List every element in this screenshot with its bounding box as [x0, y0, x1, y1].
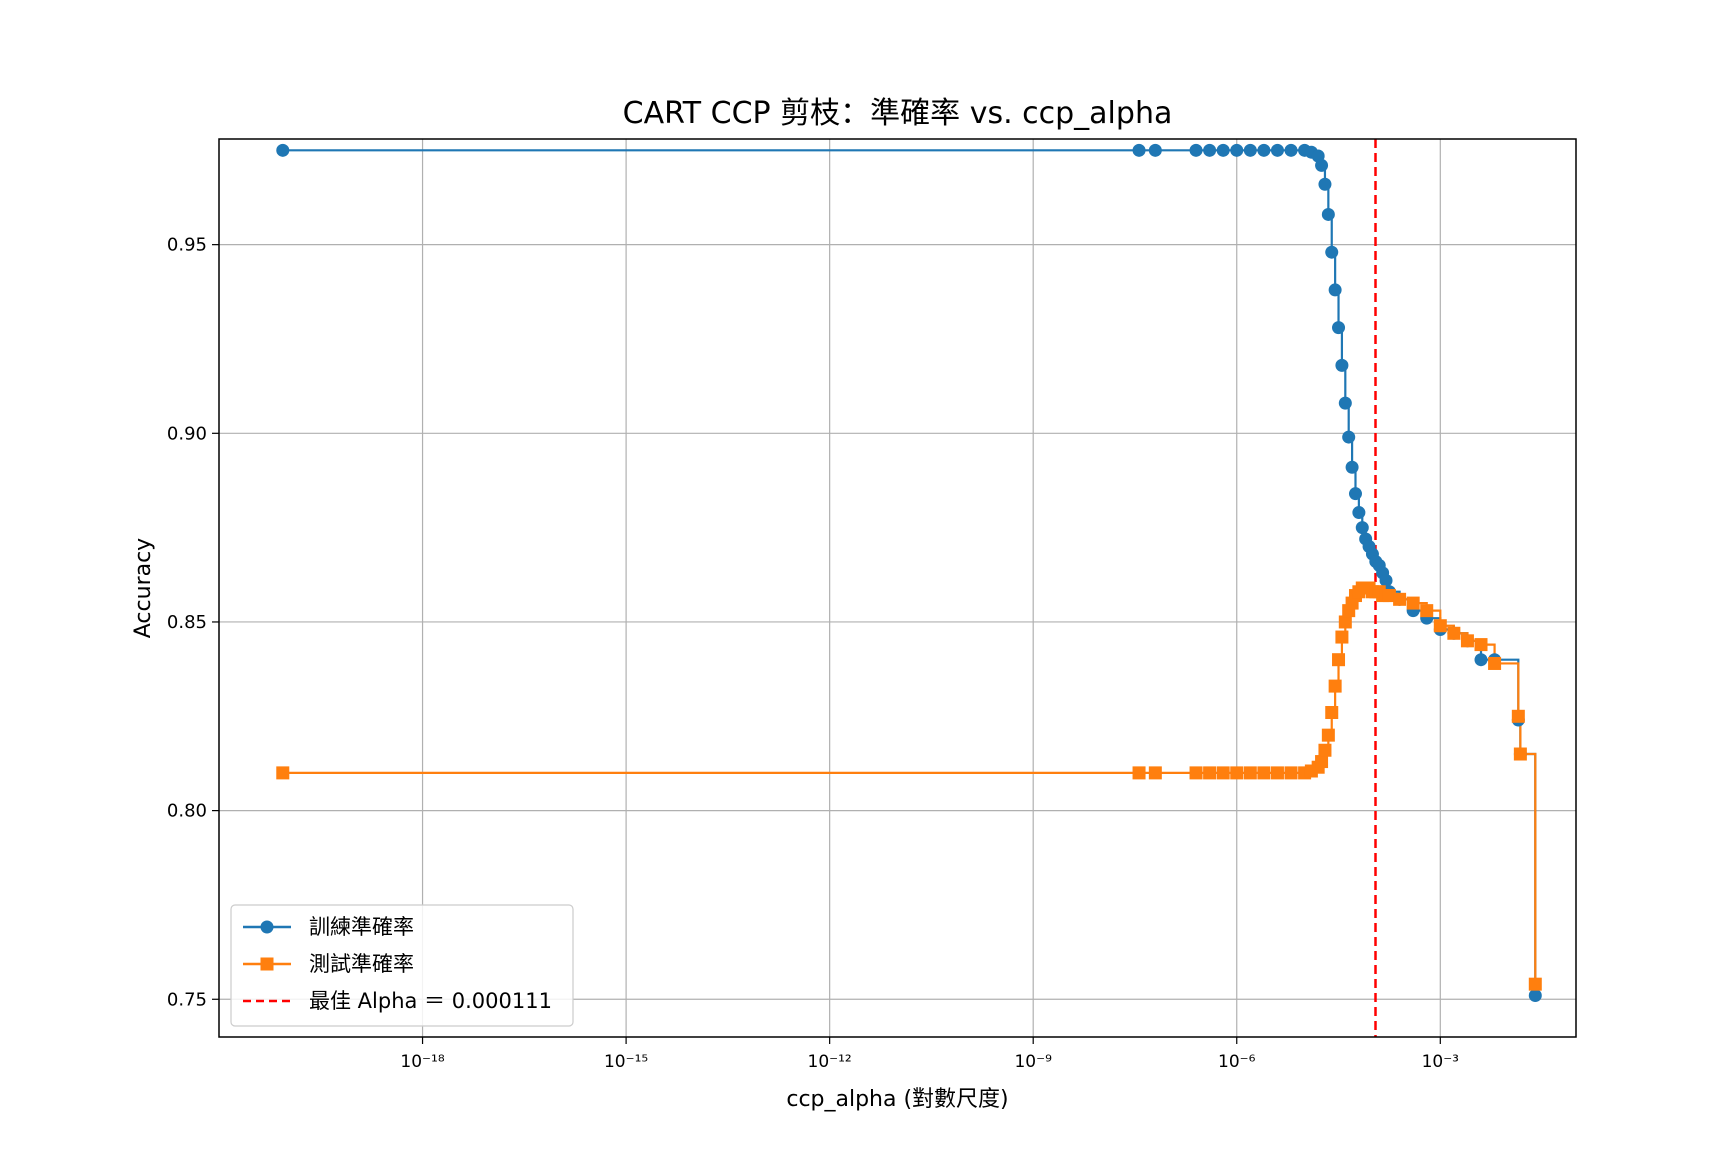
test-accuracy-point — [1406, 596, 1420, 610]
train-accuracy-point — [1284, 143, 1298, 157]
y-tick-label: 0.75 — [167, 989, 207, 1010]
test-accuracy-point — [1335, 630, 1349, 644]
legend-item-best-alpha-label: 最佳 Alpha ＝ 0.000111 — [309, 989, 552, 1013]
test-accuracy-point — [1488, 656, 1502, 670]
test-accuracy-point — [1328, 679, 1342, 693]
test-accuracy-point — [1332, 653, 1346, 667]
y-axis-label: Accuracy — [131, 538, 156, 638]
test-accuracy-point — [1447, 626, 1461, 640]
test-accuracy-point — [1284, 766, 1298, 780]
test-accuracy-point — [1321, 728, 1335, 742]
train-accuracy-point — [1230, 143, 1244, 157]
train-accuracy-point — [1355, 521, 1369, 535]
train-accuracy-point — [1528, 988, 1542, 1002]
train-accuracy-point — [1315, 158, 1329, 172]
train-accuracy-point — [1345, 460, 1359, 474]
test-accuracy-point — [1513, 747, 1527, 761]
test-accuracy-point — [1393, 592, 1407, 606]
train-accuracy-point — [1148, 143, 1162, 157]
train-accuracy-point — [1352, 506, 1366, 520]
test-accuracy-point — [1243, 766, 1257, 780]
train-accuracy-point — [1348, 487, 1362, 501]
test-accuracy-point — [1270, 766, 1284, 780]
train-accuracy-point — [1335, 358, 1349, 372]
test-accuracy-point — [1203, 766, 1217, 780]
x-axis-label: ccp_alpha (對數尺度) — [786, 1087, 1008, 1112]
train-accuracy-point — [1216, 143, 1230, 157]
train-accuracy-point — [1474, 653, 1488, 667]
train-accuracy-point — [1379, 573, 1393, 587]
train-accuracy-point — [1203, 143, 1217, 157]
y-tick-label: 0.90 — [167, 423, 207, 444]
legend-item-test-marker — [260, 957, 274, 971]
y-tick-label: 0.95 — [167, 235, 207, 256]
x-tick-label: 10⁻⁹ — [1014, 1052, 1052, 1072]
axis-ticks: 10⁻¹⁸ 10⁻¹⁵ 10⁻¹² 10⁻⁹ 10⁻⁶ 10⁻³ 0.75 0.80 0.85 0… — [167, 235, 1459, 1072]
train-accuracy-point — [1332, 321, 1346, 335]
train-accuracy-point — [1243, 143, 1257, 157]
legend-item-train-marker — [260, 920, 274, 934]
x-tick-label: 10⁻¹⁵ — [604, 1052, 648, 1072]
train-accuracy-point — [1189, 143, 1203, 157]
test-accuracy-point — [1420, 604, 1434, 618]
y-tick-label: 0.85 — [167, 612, 207, 633]
test-accuracy-point — [1382, 589, 1396, 603]
train-accuracy-point — [1328, 283, 1342, 297]
test-accuracy-point — [1318, 743, 1332, 757]
test-accuracy-point — [1433, 619, 1447, 633]
test-accuracy-point — [1474, 638, 1488, 652]
train-accuracy-point — [1321, 207, 1335, 221]
test-accuracy-point — [1315, 755, 1329, 769]
test-accuracy-point — [1528, 977, 1542, 991]
test-accuracy-point — [1189, 766, 1203, 780]
test-accuracy-point — [1325, 706, 1339, 720]
legend-item-train-label: 訓練準確率 — [309, 915, 414, 939]
legend-item-test-label: 測試準確率 — [309, 952, 414, 976]
x-tick-label: 10⁻⁶ — [1218, 1052, 1256, 1072]
train-accuracy-point — [1342, 430, 1356, 444]
test-accuracy-point — [1511, 709, 1525, 723]
train-accuracy-point — [1325, 245, 1339, 259]
train-accuracy-point — [1270, 143, 1284, 157]
x-tick-label: 10⁻¹² — [808, 1052, 852, 1072]
test-accuracy-point — [1132, 766, 1146, 780]
test-accuracy-point — [1216, 766, 1230, 780]
test-accuracy-point — [1460, 634, 1474, 648]
chart-title: CART CCP 剪枝：準確率 vs. ccp_alpha — [623, 96, 1173, 131]
train-accuracy-point — [1132, 143, 1146, 157]
train-accuracy-point — [1338, 396, 1352, 410]
train-accuracy-point — [1257, 143, 1271, 157]
plot-frame — [218, 138, 1577, 1038]
test-accuracy-point — [276, 766, 290, 780]
series-markers — [276, 143, 1542, 1002]
test-accuracy-point — [1257, 766, 1271, 780]
test-accuracy-point — [1148, 766, 1162, 780]
test-accuracy-point — [1230, 766, 1244, 780]
x-tick-label: 10⁻¹⁸ — [400, 1052, 444, 1072]
test-accuracy-point — [1338, 615, 1352, 629]
x-tick-label: 10⁻³ — [1422, 1052, 1459, 1072]
legend-box — [230, 904, 574, 1027]
y-tick-label: 0.80 — [167, 801, 207, 822]
train-accuracy-point — [1318, 177, 1332, 191]
train-accuracy-point — [276, 143, 290, 157]
